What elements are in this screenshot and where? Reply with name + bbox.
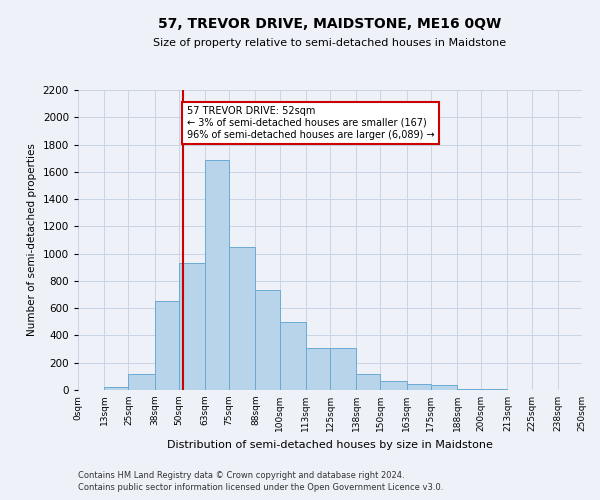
Bar xyxy=(256,290,280,390)
Text: Contains public sector information licensed under the Open Government Licence v3: Contains public sector information licen… xyxy=(78,484,443,492)
Bar xyxy=(104,386,128,390)
Bar xyxy=(179,263,205,390)
Text: 57 TREVOR DRIVE: 52sqm
← 3% of semi-detached houses are smaller (167)
96% of sem: 57 TREVOR DRIVE: 52sqm ← 3% of semi-deta… xyxy=(187,106,434,140)
Bar xyxy=(431,385,457,390)
X-axis label: Distribution of semi-detached houses by size in Maidstone: Distribution of semi-detached houses by … xyxy=(167,440,493,450)
Bar xyxy=(155,302,179,390)
Bar xyxy=(457,388,481,390)
Bar xyxy=(356,374,380,390)
Bar xyxy=(306,348,330,390)
Bar xyxy=(280,322,306,390)
Bar xyxy=(407,384,431,390)
Bar xyxy=(380,381,407,390)
Text: Contains HM Land Registry data © Crown copyright and database right 2024.: Contains HM Land Registry data © Crown c… xyxy=(78,471,404,480)
Y-axis label: Number of semi-detached properties: Number of semi-detached properties xyxy=(27,144,37,336)
Text: 57, TREVOR DRIVE, MAIDSTONE, ME16 0QW: 57, TREVOR DRIVE, MAIDSTONE, ME16 0QW xyxy=(158,18,502,32)
Bar xyxy=(330,348,356,390)
Bar xyxy=(205,160,229,390)
Bar xyxy=(128,374,155,390)
Text: Size of property relative to semi-detached houses in Maidstone: Size of property relative to semi-detach… xyxy=(154,38,506,48)
Bar xyxy=(229,247,256,390)
